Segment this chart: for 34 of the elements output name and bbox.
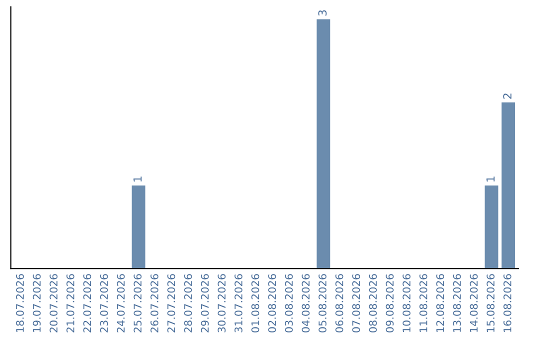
x-tick-label: 29.07.2026: [200, 274, 209, 332]
x-tick-label: 04.08.2026: [302, 274, 310, 332]
x-tick-label: 07.08.2026: [352, 274, 360, 332]
x-tick-label: 21.07.2026: [66, 274, 74, 332]
x-tick-label: 16.08.2026: [503, 274, 512, 332]
x-tick-label: 09.08.2026: [386, 274, 394, 332]
x-tick-label: 20.07.2026: [50, 274, 58, 332]
x-tick-label: 22.07.2026: [83, 274, 92, 332]
x-tick-label: 12.08.2026: [436, 274, 444, 332]
x-tick-label: 19.07.2026: [32, 274, 41, 332]
x-tick-label: 23.07.2026: [100, 274, 108, 332]
data-label: 1: [486, 176, 495, 182]
x-tick-label: 01.08.2026: [251, 274, 260, 332]
x-tick-label: 03.08.2026: [284, 274, 293, 332]
x-tick-label: 06.08.2026: [335, 274, 344, 332]
x-tick-label: 13.08.2026: [453, 274, 461, 332]
x-tick-label: 26.07.2026: [150, 274, 158, 332]
x-tick-label: 15.08.2026: [486, 274, 495, 332]
x-tick-label: 28.07.2026: [184, 274, 192, 332]
x-tick-label: 02.08.2026: [268, 274, 276, 332]
x-tick-label: 10.08.2026: [402, 274, 410, 332]
x-tick-label: 25.07.2026: [134, 274, 142, 332]
x-tick-label: 27.07.2026: [167, 274, 176, 332]
x-tick-label: 05.08.2026: [318, 274, 326, 332]
x-tick-label: 31.07.2026: [234, 274, 242, 332]
x-tick-label: 11.08.2026: [419, 274, 428, 332]
x-tick-label: 30.07.2026: [218, 274, 226, 332]
x-tick-label: 14.08.2026: [470, 274, 478, 332]
data-label: 3: [318, 10, 327, 16]
data-label: 2: [503, 94, 512, 99]
data-label: 1: [134, 176, 142, 182]
x-tick-label: 18.07.2026: [16, 274, 24, 332]
x-tick-label: 08.08.2026: [368, 274, 377, 332]
x-tick-label: 24.07.2026: [116, 274, 125, 332]
